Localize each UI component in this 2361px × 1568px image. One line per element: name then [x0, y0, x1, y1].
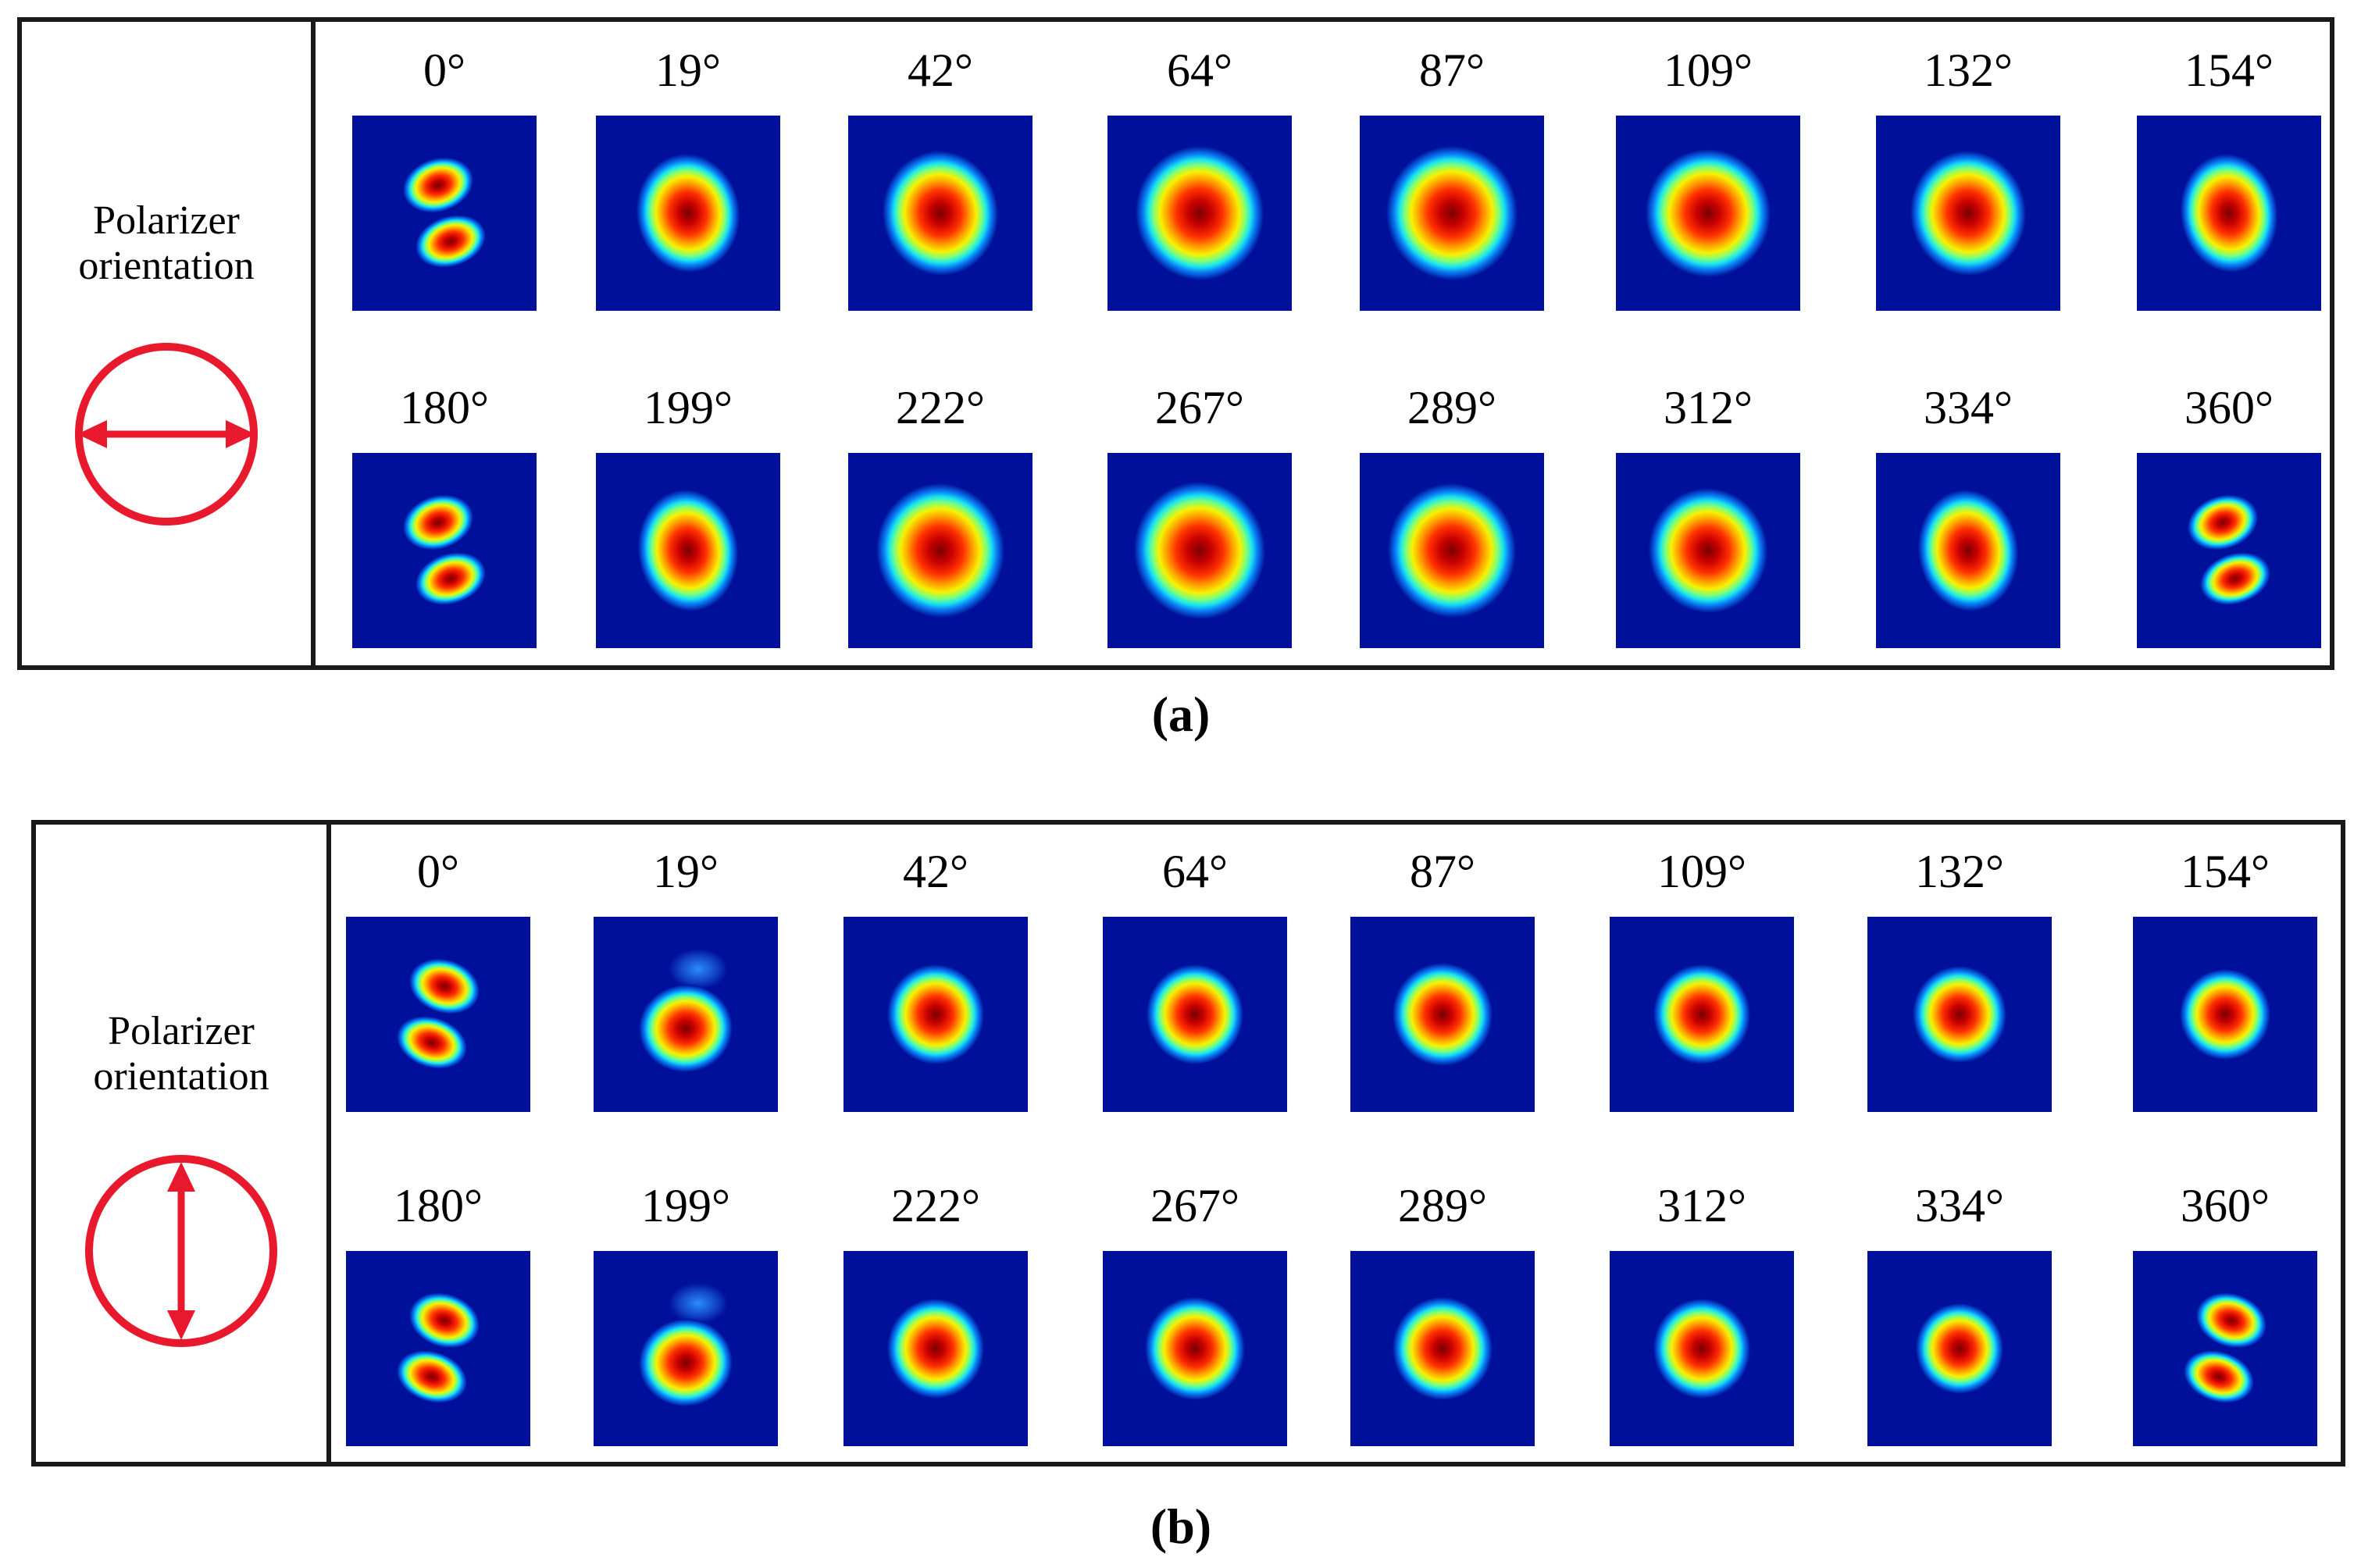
angle-label: 19° — [655, 45, 721, 96]
angle-label: 312° — [1664, 382, 1753, 433]
polarizer-label-line2: orientation — [78, 244, 255, 288]
angle-label: 109° — [1664, 45, 1753, 96]
beam-profile-image — [1876, 453, 2060, 648]
beam-profile-image — [1350, 917, 1535, 1112]
angle-label: 64° — [1162, 846, 1228, 897]
angle-label: 267° — [1150, 1180, 1239, 1231]
angle-label: 0° — [423, 45, 465, 96]
beam-profile-image — [1610, 1251, 1794, 1446]
angle-label: 334° — [1924, 382, 2013, 433]
beam-profile-image — [1103, 1251, 1287, 1446]
angle-label: 19° — [653, 846, 719, 897]
beam-profile-image — [352, 116, 537, 311]
angle-label: 222° — [896, 382, 985, 433]
horizontal-polarizer-icon — [75, 343, 258, 526]
beam-profile-image — [848, 116, 1032, 311]
panel-b: Polarizer orientation 0° 19° 42° 64° 87° 109°… — [31, 820, 2345, 1466]
angle-label: 180° — [400, 382, 489, 433]
beam-profile-image — [594, 1251, 778, 1446]
beam-profile-image — [2137, 453, 2321, 648]
polarizer-label-line1: Polarizer — [108, 1009, 255, 1053]
beam-profile-image — [2133, 1251, 2317, 1446]
beam-profile-image — [596, 453, 780, 648]
angle-label: 267° — [1155, 382, 1244, 433]
angle-label: 289° — [1407, 382, 1496, 433]
angle-label: 289° — [1398, 1180, 1487, 1231]
beam-profile-image — [843, 917, 1028, 1112]
angle-label: 360° — [2184, 382, 2274, 433]
panel-a-caption: (a) — [1151, 686, 1211, 742]
angle-label: 87° — [1419, 45, 1485, 96]
angle-label: 154° — [2181, 846, 2270, 897]
beam-profile-image — [1350, 1251, 1535, 1446]
angle-label: 334° — [1915, 1180, 2004, 1231]
angle-label: 199° — [644, 382, 733, 433]
angle-label: 42° — [908, 45, 973, 96]
angle-label: 199° — [641, 1180, 730, 1231]
beam-profile-image — [2137, 116, 2321, 311]
beam-profile-image — [346, 1251, 530, 1446]
beam-profile-image — [1616, 116, 1800, 311]
angle-label: 180° — [394, 1180, 483, 1231]
beam-profile-image — [1103, 917, 1287, 1112]
beam-profile-image — [352, 453, 537, 648]
panel-a: Polarizer orientation 0° 19° 42° 64° 87° 109°… — [17, 17, 2334, 670]
polarizer-label: Polarizer orientation — [22, 198, 311, 289]
panel-b-caption: (b) — [1150, 1499, 1212, 1554]
angle-label: 0° — [417, 846, 459, 897]
polarizer-label-line2: orientation — [93, 1054, 269, 1099]
angle-label: 109° — [1657, 846, 1746, 897]
beam-profile-image — [1107, 116, 1292, 311]
beam-profile-image — [1876, 116, 2060, 311]
angle-label: 222° — [891, 1180, 980, 1231]
beam-profile-image — [848, 453, 1032, 648]
beam-profile-image — [1867, 917, 2052, 1112]
angle-label: 154° — [2184, 45, 2274, 96]
angle-label: 87° — [1410, 846, 1475, 897]
beam-profile-image — [346, 917, 530, 1112]
polarizer-label-line1: Polarizer — [93, 198, 240, 243]
angle-label: 132° — [1915, 846, 2004, 897]
polarizer-sidebar: Polarizer orientation — [36, 825, 331, 1462]
beam-profile-image — [1107, 453, 1292, 648]
angle-label: 132° — [1924, 45, 2013, 96]
angle-label: 312° — [1657, 1180, 1746, 1231]
polarizer-label: Polarizer orientation — [36, 1009, 326, 1099]
beam-profile-image — [843, 1251, 1028, 1446]
angle-label: 360° — [2181, 1180, 2270, 1231]
beam-profile-image — [594, 917, 778, 1112]
beam-profile-image — [596, 116, 780, 311]
beam-profile-image — [1867, 1251, 2052, 1446]
angle-label: 42° — [903, 846, 968, 897]
angle-label: 64° — [1167, 45, 1232, 96]
beam-profile-image — [1610, 917, 1794, 1112]
vertical-polarizer-icon — [85, 1155, 277, 1347]
polarizer-sidebar: Polarizer orientation — [22, 22, 316, 665]
beam-profile-image — [1616, 453, 1800, 648]
beam-profile-image — [1360, 116, 1544, 311]
beam-profile-image — [1360, 453, 1544, 648]
beam-profile-image — [2133, 917, 2317, 1112]
